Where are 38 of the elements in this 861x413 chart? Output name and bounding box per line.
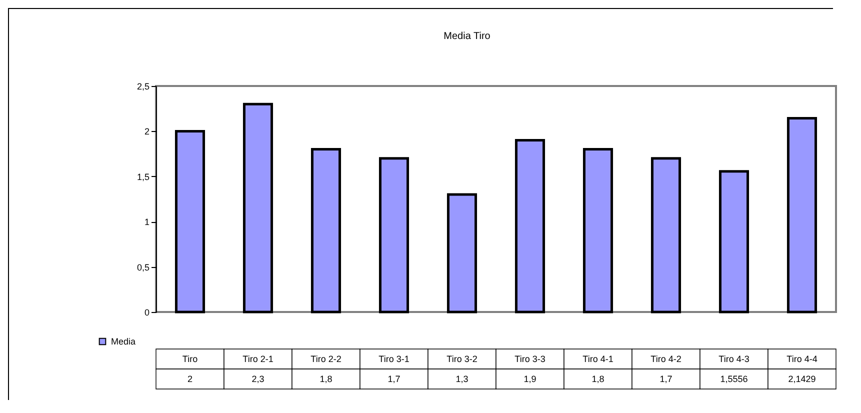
x-tick-label: Tiro 4-4 — [786, 354, 818, 364]
text: 2,1429 — [788, 374, 816, 384]
y-tick-label: 2 — [144, 126, 150, 137]
bar — [650, 157, 682, 314]
x-tick-label: Tiro — [182, 354, 198, 364]
text: 1,7 — [388, 374, 400, 384]
bar — [582, 148, 614, 314]
bar — [378, 157, 410, 314]
x-tick-label: Tiro 3-3 — [514, 354, 546, 364]
text: 1,7 — [660, 374, 672, 384]
bar — [718, 170, 750, 314]
y-tick-label: 1,5 — [136, 172, 150, 182]
text: 1,9 — [524, 374, 536, 384]
bar — [174, 130, 206, 314]
text: 2 — [187, 374, 193, 384]
text: 1,8 — [320, 374, 332, 384]
bar — [786, 117, 818, 314]
y-tick-label: 2,5 — [136, 82, 150, 92]
x-tick-label: Tiro 2-1 — [242, 354, 274, 364]
x-tick-label: Tiro 4-1 — [582, 354, 614, 364]
y-tick-label: 1 — [144, 217, 150, 228]
text: 1,3 — [456, 374, 468, 384]
y-tick-label: 0 — [144, 308, 150, 318]
text: 2,3 — [252, 374, 264, 384]
bar — [514, 138, 546, 314]
legend-label: Media — [111, 336, 136, 346]
x-tick-label: Tiro 4-2 — [650, 354, 682, 364]
x-tick-label: Tiro 4-3 — [718, 354, 750, 364]
x-tick-label: Tiro 2-2 — [310, 354, 342, 364]
bar — [310, 148, 342, 314]
chart-title: Media Tiro — [444, 31, 491, 42]
x-tick-label: Tiro 3-1 — [378, 354, 410, 364]
text: 1,5556 — [720, 374, 748, 384]
y-tick-label: 0,5 — [136, 262, 150, 272]
text: 1,8 — [592, 374, 604, 384]
bar — [446, 193, 478, 314]
x-tick-label: Tiro 3-2 — [446, 354, 478, 364]
bar — [242, 102, 274, 314]
